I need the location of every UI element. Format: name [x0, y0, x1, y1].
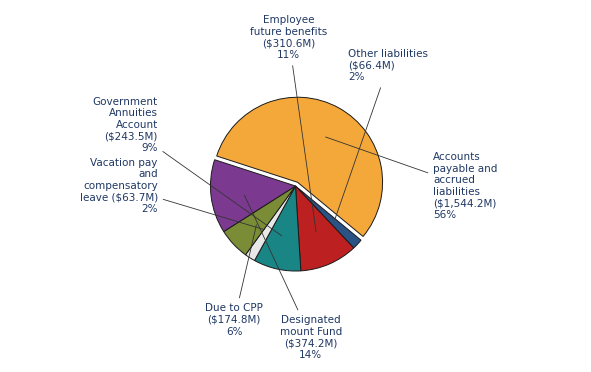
Text: Government
Annuities
Account
($243.5M)
9%: Government Annuities Account ($243.5M) 9…	[93, 97, 282, 236]
Text: Designated
mount Fund
($374.2M)
14%: Designated mount Fund ($374.2M) 14%	[244, 195, 342, 360]
Text: Employee
future benefits
($310.6M)
11%: Employee future benefits ($310.6M) 11%	[250, 15, 327, 232]
Text: Vacation pay
and
compensatory
leave ($63.7M)
2%: Vacation pay and compensatory leave ($63…	[80, 158, 265, 230]
Text: Due to CPP
($174.8M)
6%: Due to CPP ($174.8M) 6%	[205, 225, 263, 337]
Wedge shape	[296, 186, 353, 271]
Wedge shape	[245, 186, 296, 260]
Wedge shape	[210, 160, 296, 231]
Wedge shape	[217, 97, 382, 237]
Text: Accounts
payable and
accrued
liabilities
($1,544.2M)
56%: Accounts payable and accrued liabilities…	[326, 137, 498, 220]
Text: Other liabilities
($66.4M)
2%: Other liabilities ($66.4M) 2%	[335, 49, 428, 219]
Wedge shape	[296, 186, 361, 248]
Wedge shape	[255, 186, 301, 271]
Wedge shape	[224, 186, 296, 255]
